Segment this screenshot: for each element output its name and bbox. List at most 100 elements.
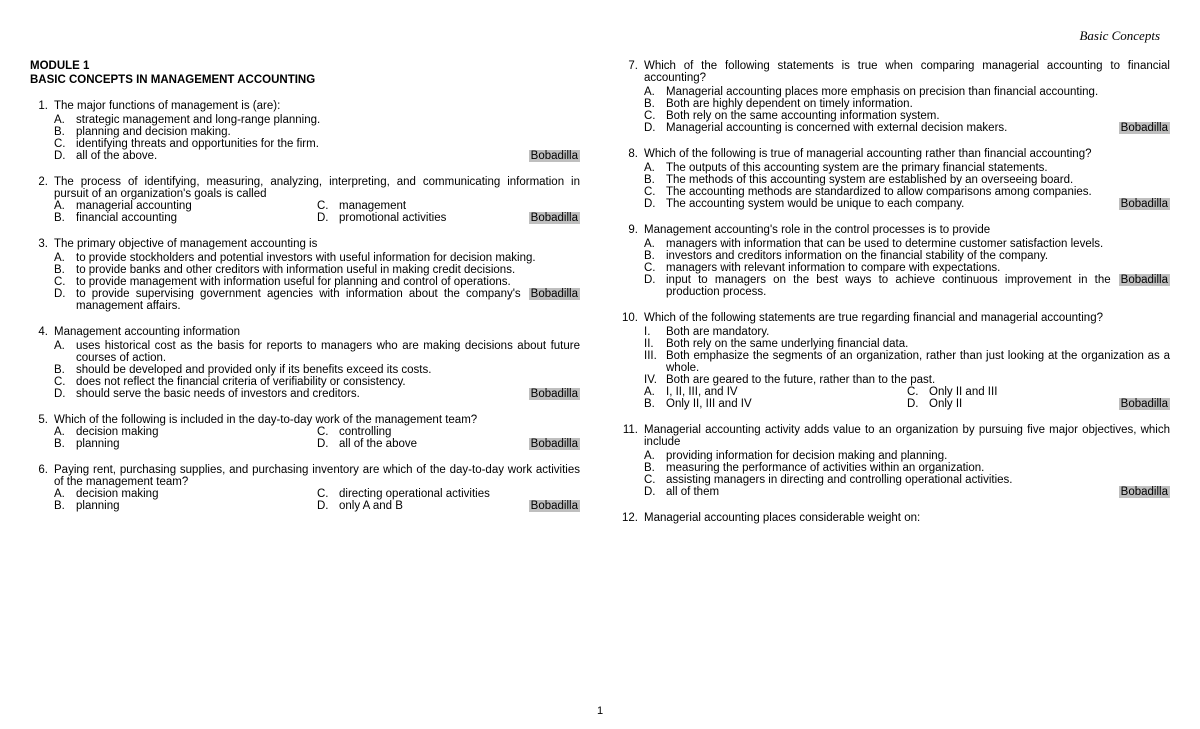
opt-text: Only II, III and IV [666, 398, 907, 410]
opt-letter: B. [54, 364, 76, 376]
opt-text: Bobadillapromotional activities [339, 212, 580, 224]
q-number: 4. [30, 326, 54, 400]
opt-text: controlling [339, 426, 580, 438]
opt-letter: A. [644, 238, 666, 250]
opt-letter: C. [644, 110, 666, 122]
opt-letter: D. [54, 388, 76, 400]
opt-text: Bobadillainput to managers on the best w… [666, 274, 1170, 298]
source-tag: Bobadilla [529, 288, 580, 300]
roman-text: Both are mandatory. [666, 326, 1170, 338]
opt-letter: B. [644, 462, 666, 474]
source-tag: Bobadilla [1119, 274, 1170, 286]
opt-letter: C. [907, 386, 929, 398]
opt-text: Both are highly dependent on timely info… [666, 98, 1170, 110]
question-10: 10. Which of the following statements ar… [620, 312, 1170, 410]
opt-letter: C. [644, 186, 666, 198]
opt-letter: C. [317, 426, 339, 438]
opt-letter: D. [644, 198, 666, 210]
question-2: 2. The process of identifying, measuring… [30, 176, 580, 224]
opt-letter: A. [644, 162, 666, 174]
opt-text: The methods of this accounting system ar… [666, 174, 1170, 186]
opt-text: BobadillaOnly II [929, 398, 1170, 410]
opt-text: should be developed and provided only if… [76, 364, 580, 376]
opt-letter: B. [54, 126, 76, 138]
opt-text: to provide banks and other creditors wit… [76, 264, 580, 276]
source-tag: Bobadilla [1119, 198, 1170, 210]
opt-text: assisting managers in directing and cont… [666, 474, 1170, 486]
q-number: 9. [620, 224, 644, 298]
q-stem: The process of identifying, measuring, a… [54, 176, 580, 200]
question-7: 7. Which of the following statements is … [620, 60, 1170, 134]
question-4: 4. Management accounting information A.u… [30, 326, 580, 400]
opt-letter: D. [644, 122, 666, 134]
opt-text: to provide stockholders and potential in… [76, 252, 580, 264]
opt-letter: B. [644, 98, 666, 110]
opt-text: identifying threats and opportunities fo… [76, 138, 580, 150]
opt-text: planning [76, 500, 317, 512]
opt-letter: C. [317, 488, 339, 500]
q-number: 6. [30, 464, 54, 512]
opt-text: The outputs of this accounting system ar… [666, 162, 1170, 174]
opt-letter: A. [54, 114, 76, 126]
roman-text: Both emphasize the segments of an organi… [666, 350, 1170, 374]
opt-letter: A. [54, 488, 76, 500]
opt-text: BobadillaThe accounting system would be … [666, 198, 1170, 210]
opt-letter: C. [54, 138, 76, 150]
roman-numeral: I. [644, 326, 666, 338]
opt-text: does not reflect the financial criteria … [76, 376, 580, 388]
question-9: 9. Management accounting's role in the c… [620, 224, 1170, 298]
q-number: 8. [620, 148, 644, 210]
opt-letter: A. [644, 86, 666, 98]
roman-text: Both are geared to the future, rather th… [666, 374, 1170, 386]
opt-letter: C. [54, 376, 76, 388]
opt-text: Bobadillaall of them [666, 486, 1170, 498]
module-block: MODULE 1 BASIC CONCEPTS IN MANAGEMENT AC… [30, 60, 580, 86]
source-tag: Bobadilla [1119, 122, 1170, 134]
opt-text: investors and creditors information on t… [666, 250, 1170, 262]
q-number: 7. [620, 60, 644, 134]
opt-text: planning [76, 438, 317, 450]
opt-letter: A. [54, 426, 76, 438]
opt-letter: A. [54, 340, 76, 364]
opt-letter: D. [317, 438, 339, 450]
question-11: 11. Managerial accounting activity adds … [620, 424, 1170, 498]
opt-letter: D. [907, 398, 929, 410]
source-tag: Bobadilla [1119, 486, 1170, 498]
source-tag: Bobadilla [529, 500, 580, 512]
opt-text: BobadillaManagerial accounting is concer… [666, 122, 1170, 134]
q-number: 10. [620, 312, 644, 410]
opt-text: financial accounting [76, 212, 317, 224]
left-column: MODULE 1 BASIC CONCEPTS IN MANAGEMENT AC… [30, 60, 580, 538]
source-tag: Bobadilla [529, 150, 580, 162]
opt-text: Bobadillato provide supervising governme… [76, 288, 580, 312]
opt-text: Bobadillaall of the above [339, 438, 580, 450]
opt-letter: A. [54, 252, 76, 264]
opt-text: providing information for decision makin… [666, 450, 1170, 462]
opt-letter: D. [317, 500, 339, 512]
q-stem: Which of the following is true of manage… [644, 148, 1170, 160]
question-3: 3. The primary objective of management a… [30, 238, 580, 312]
q-number: 12. [620, 512, 644, 524]
q-stem: Managerial accounting activity adds valu… [644, 424, 1170, 448]
module-label: MODULE 1 [30, 60, 580, 72]
document-header: Basic Concepts [1079, 28, 1160, 44]
roman-numeral: III. [644, 350, 666, 374]
opt-letter: B. [644, 250, 666, 262]
opt-text: management [339, 200, 580, 212]
q-stem: The major functions of management is (ar… [54, 100, 580, 112]
page-number: 1 [597, 705, 603, 717]
q-stem: The primary objective of management acco… [54, 238, 580, 250]
opt-letter: D. [644, 274, 666, 298]
opt-text: to provide management with information u… [76, 276, 580, 288]
opt-letter: B. [54, 212, 76, 224]
roman-numeral: IV. [644, 374, 666, 386]
opt-letter: B. [54, 438, 76, 450]
opt-text: I, II, III, and IV [666, 386, 907, 398]
q-number: 2. [30, 176, 54, 224]
opt-letter: C. [317, 200, 339, 212]
question-6: 6. Paying rent, purchasing supplies, and… [30, 464, 580, 512]
opt-text: Bobadillaonly A and B [339, 500, 580, 512]
opt-text: measuring the performance of activities … [666, 462, 1170, 474]
opt-letter: C. [644, 262, 666, 274]
opt-letter: B. [54, 264, 76, 276]
